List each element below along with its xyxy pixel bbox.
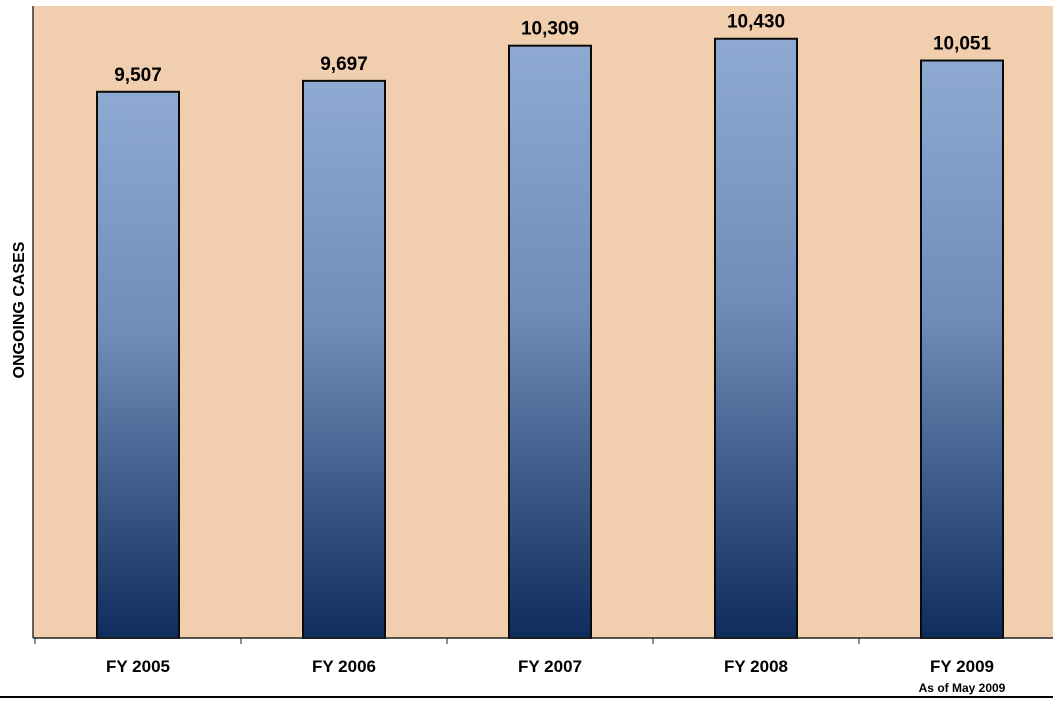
x-tick-label: FY 2008 bbox=[724, 657, 788, 676]
bar-fy-2007 bbox=[508, 44, 592, 639]
x-tick-label: FY 2007 bbox=[518, 657, 582, 676]
bar-fy-2008 bbox=[714, 37, 798, 640]
data-label: 10,430 bbox=[727, 12, 785, 33]
data-label: 10,051 bbox=[933, 34, 992, 55]
bar-fy-2005 bbox=[96, 90, 180, 639]
x-tick-note: As of May 2009 bbox=[919, 681, 1006, 695]
data-label: 9,507 bbox=[114, 65, 162, 86]
data-label: 10,309 bbox=[521, 19, 579, 40]
bar-fy-2009 bbox=[920, 59, 1004, 640]
data-label: 9,697 bbox=[320, 54, 368, 75]
y-axis-title: ONGOING CASES bbox=[11, 241, 28, 378]
x-tick-label: FY 2005 bbox=[106, 657, 170, 676]
x-tick-label: FY 2009 bbox=[930, 657, 994, 676]
x-tick-label: FY 2006 bbox=[312, 657, 376, 676]
bar-fy-2006 bbox=[302, 79, 386, 639]
bars-layer: 9,507 9,697 10,309 10,430 10,051 bbox=[96, 12, 1004, 640]
x-axis-ticks: FY 2005 FY 2006 FY 2007 FY 2008 FY 2009 As of… bbox=[34, 638, 1006, 695]
